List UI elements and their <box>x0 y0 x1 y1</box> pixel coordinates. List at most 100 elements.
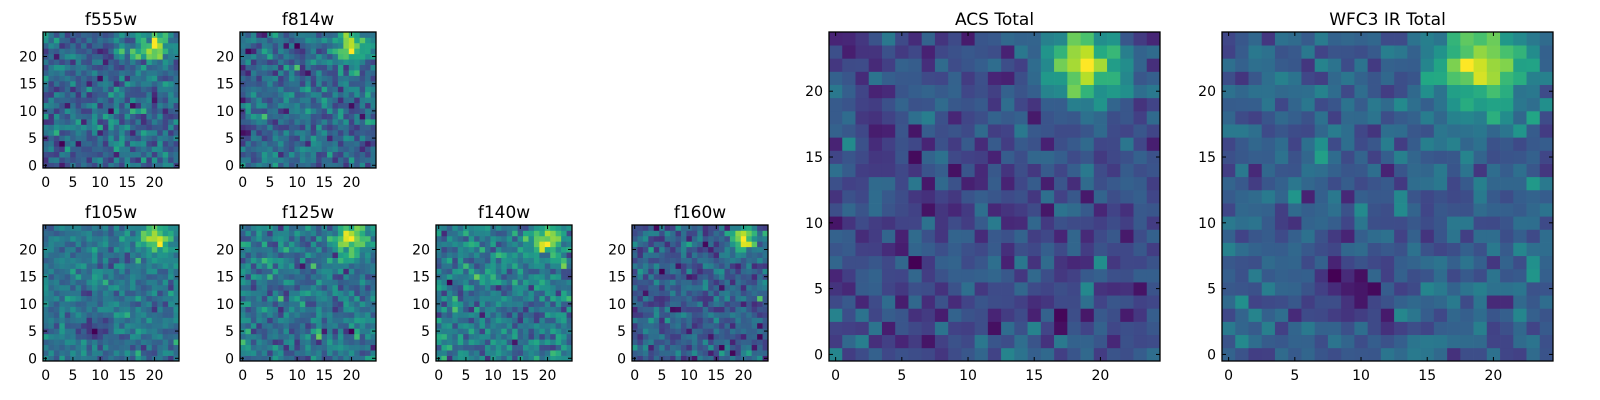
heatmap-cell <box>1001 347 1015 362</box>
heatmap-cell <box>250 263 257 269</box>
heatmap-cell <box>113 162 120 169</box>
heatmap-cell <box>517 301 524 307</box>
heatmap-cell <box>751 257 758 264</box>
heatmap-cell <box>868 124 883 138</box>
heatmap-cell <box>261 306 268 313</box>
heatmap-cell <box>310 146 317 153</box>
heatmap-cell <box>91 86 98 93</box>
heatmap-cell <box>539 284 546 291</box>
heatmap-cell <box>1301 268 1316 283</box>
heatmap-cell <box>1054 137 1068 151</box>
heatmap-cell <box>512 339 518 346</box>
heatmap-cell <box>162 252 169 258</box>
heatmap-cell <box>961 124 975 138</box>
heatmap-cell <box>299 86 306 93</box>
heatmap-cell <box>881 110 896 125</box>
heatmap-cell <box>343 32 350 38</box>
heatmap-cell <box>70 102 76 109</box>
heatmap-cell <box>173 119 180 125</box>
heatmap-cell <box>359 91 366 98</box>
heatmap-cell <box>735 246 742 253</box>
heatmap-cell <box>261 339 268 346</box>
heatmap-cell <box>48 350 55 356</box>
heatmap-cell <box>359 301 366 307</box>
heatmap-cell <box>70 312 76 318</box>
heatmap-cell <box>757 263 763 269</box>
heatmap-cell <box>348 64 355 71</box>
heatmap-cell <box>64 350 71 356</box>
heatmap-cell <box>43 241 49 248</box>
heatmap-cell <box>256 53 263 60</box>
heatmap-cell <box>1526 321 1541 336</box>
heatmap-cell <box>86 102 93 109</box>
heatmap-cell <box>921 295 936 309</box>
heatmap-cell <box>272 119 279 125</box>
heatmap-cell <box>670 322 676 329</box>
heatmap-cell <box>1080 163 1095 178</box>
heatmap-cell <box>119 135 125 142</box>
heatmap-cell <box>140 339 147 346</box>
heatmap-cell <box>151 59 158 65</box>
heatmap-cell <box>81 273 87 280</box>
heatmap-cell <box>81 350 87 356</box>
heatmap-cell <box>495 306 502 313</box>
heatmap-cell <box>119 113 125 120</box>
heatmap-cell <box>261 279 268 286</box>
heatmap-cell <box>162 53 169 60</box>
heatmap-cell <box>168 235 174 242</box>
heatmap-cell <box>288 80 295 87</box>
heatmap-cell <box>97 75 104 82</box>
heatmap-cell <box>124 273 131 280</box>
heatmap-cell <box>544 230 551 237</box>
heatmap-cell <box>354 157 361 163</box>
heatmap-cell <box>1394 203 1408 217</box>
heatmap-cell <box>321 135 328 142</box>
heatmap-cell <box>365 70 371 76</box>
heatmap-cell <box>855 84 870 99</box>
heatmap-cell <box>288 312 295 318</box>
heatmap-cell <box>245 284 252 291</box>
heatmap-cell <box>762 241 769 248</box>
heatmap-cell <box>75 290 82 297</box>
heatmap-cell <box>102 230 109 237</box>
heatmap-cell <box>1093 334 1108 349</box>
heatmap-cell <box>162 162 169 169</box>
heatmap-cell <box>91 97 98 104</box>
heatmap-cell <box>86 32 93 38</box>
heatmap-cell <box>895 203 909 217</box>
heatmap-cell <box>299 225 306 231</box>
heatmap-cell <box>316 350 322 356</box>
x-tick-label: 10 <box>484 368 502 384</box>
heatmap-cell <box>446 225 453 231</box>
heatmap-cell <box>359 146 366 153</box>
heatmap-cell <box>316 157 322 163</box>
heatmap-cell <box>637 230 644 237</box>
heatmap-cell <box>86 151 93 158</box>
heatmap-cell <box>359 64 366 71</box>
heatmap-cell <box>974 242 989 257</box>
heatmap-cell <box>86 241 93 248</box>
heatmap-cell <box>987 308 1002 322</box>
heatmap-cell <box>987 176 1002 191</box>
heatmap-cell <box>173 263 180 269</box>
heatmap-cell <box>305 102 312 109</box>
heatmap-cell <box>294 37 301 44</box>
heatmap-cell <box>868 268 883 283</box>
heatmap-cell <box>441 306 448 313</box>
heatmap-cell <box>697 333 704 340</box>
heatmap-cell <box>140 146 147 153</box>
heatmap-cell <box>267 284 273 291</box>
heatmap-cell <box>1027 255 1042 270</box>
heatmap-cell <box>468 257 475 264</box>
heatmap-cell <box>70 42 76 49</box>
heatmap-cell <box>757 246 763 253</box>
heatmap-cell <box>675 279 682 286</box>
heatmap-cell <box>1407 308 1421 322</box>
heatmap-cell <box>1354 255 1368 270</box>
heatmap-cell <box>97 344 104 351</box>
heatmap-cell <box>135 344 142 351</box>
heatmap-cell <box>1460 242 1474 257</box>
heatmap-cell <box>151 344 158 351</box>
heatmap-cell <box>1067 110 1081 125</box>
heatmap-cell <box>1380 268 1395 283</box>
